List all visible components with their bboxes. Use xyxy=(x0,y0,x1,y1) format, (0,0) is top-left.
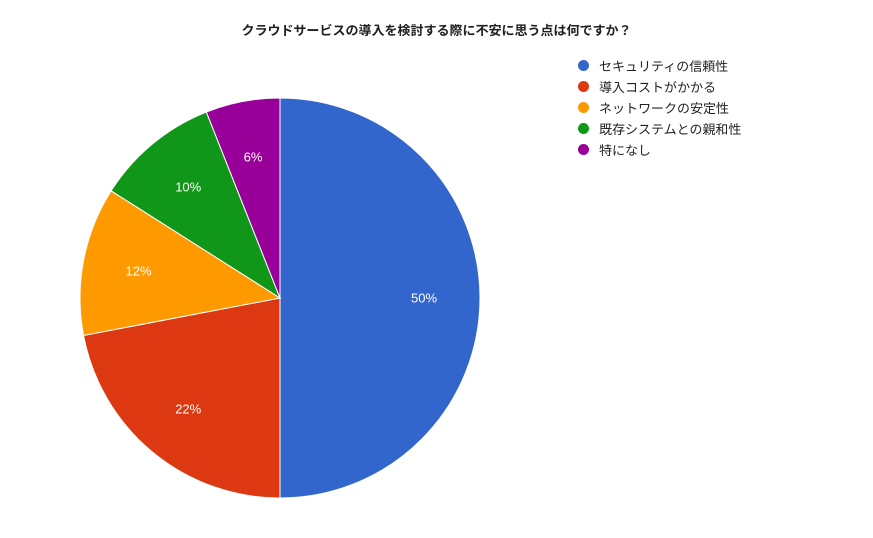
legend-item[interactable]: 導入コストがかかる xyxy=(578,76,741,97)
legend-label: 導入コストがかかる xyxy=(599,77,716,96)
legend-swatch xyxy=(578,102,589,113)
pie-slice[interactable] xyxy=(280,98,480,498)
legend: セキュリティの信頼性導入コストがかかるネットワークの安定性既存システムとの親和性… xyxy=(578,55,741,160)
legend-label: セキュリティの信頼性 xyxy=(599,56,728,75)
legend-label: 既存システムとの親和性 xyxy=(599,119,741,138)
legend-swatch xyxy=(578,60,589,71)
pie-svg xyxy=(0,0,873,538)
chart-container: クラウドサービスの導入を検討する際に不安に思う点は何ですか？ 50%22%12%… xyxy=(0,0,873,538)
legend-label: ネットワークの安定性 xyxy=(599,98,729,117)
legend-item[interactable]: 特になし xyxy=(578,139,741,160)
legend-swatch xyxy=(578,144,589,155)
legend-item[interactable]: セキュリティの信頼性 xyxy=(578,55,741,76)
legend-swatch xyxy=(578,123,589,134)
legend-label: 特になし xyxy=(599,140,651,159)
legend-item[interactable]: 既存システムとの親和性 xyxy=(578,118,741,139)
legend-swatch xyxy=(578,81,589,92)
pie-chart: 50%22%12%10%6% xyxy=(0,0,873,538)
legend-item[interactable]: ネットワークの安定性 xyxy=(578,97,741,118)
